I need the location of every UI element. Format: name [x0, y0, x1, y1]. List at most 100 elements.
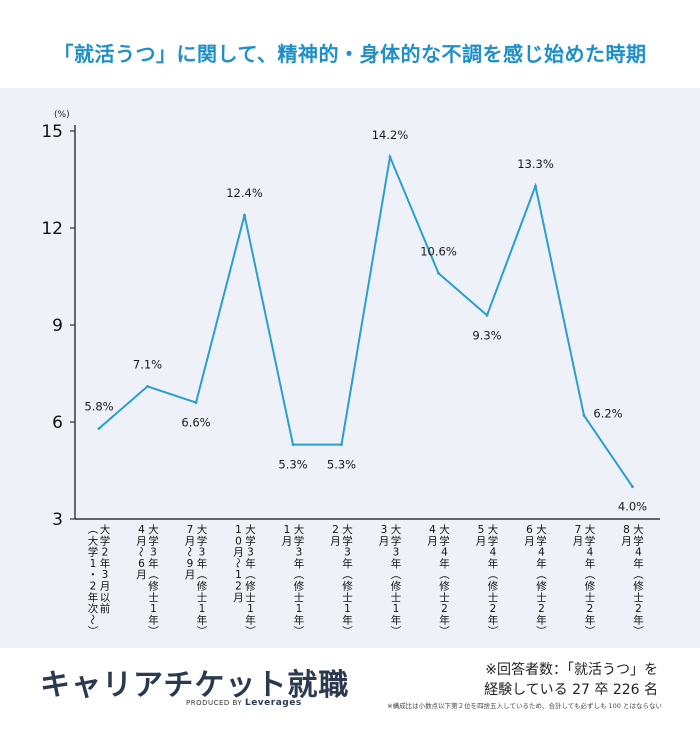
x-tick-label-char: 年 [100, 557, 111, 570]
x-tick-label-char: （ [486, 569, 498, 580]
x-tick-label-char: 士 [342, 591, 353, 604]
x-tick-label-char: ） [86, 625, 98, 636]
data-label: 6.6% [181, 416, 210, 430]
x-tick-label-char: 修 [439, 580, 450, 593]
x-tick-label-char: 月 [282, 535, 293, 547]
x-tick-label-char: 年 [342, 557, 353, 570]
x-tick-label-char: （ [244, 569, 256, 580]
x-tick-label-char: 大 [391, 523, 402, 536]
x-tick-label-char: ） [632, 625, 644, 636]
x-tick-label-char: 月 [185, 535, 196, 547]
x-tick-label-char: 大 [488, 523, 499, 536]
x-tick-label-char: 9 [187, 558, 194, 570]
x-tick-label-char: 年 [633, 613, 644, 626]
x-tick-label-char: （ [438, 569, 450, 580]
x-tick-label-char: 2 [441, 603, 448, 615]
x-tick-label-char: 年 [294, 557, 305, 570]
x-tick-label-char: 士 [633, 591, 644, 604]
produced-by: PRODUCED BY Leverages [186, 698, 302, 708]
x-tick-label-char: （ [292, 569, 304, 580]
x-tick-label-char: （ [535, 569, 547, 580]
x-tick-label-char: 1 [90, 558, 97, 570]
x-tick-label-char: 1 [247, 603, 254, 615]
x-tick-label-char: 3 [199, 547, 206, 559]
rounding-note: ※構成比は小数点以下第２位を四捨五入しているため、合計しても必ずしも 100 と… [387, 702, 662, 710]
x-tick-label-char: 7 [575, 524, 582, 536]
x-tick-label-char: 修 [585, 580, 596, 593]
produced-by-label: PRODUCED BY [186, 699, 243, 707]
x-tick-label-char: 8 [623, 524, 630, 536]
x-tick-label-char: 士 [245, 591, 256, 604]
x-tick-label-char: ） [535, 625, 547, 636]
x-tick-label-char: 年 [148, 613, 159, 626]
data-label: 7.1% [133, 357, 162, 371]
x-tick-label-char: （ [583, 569, 595, 580]
x-tick-label-char: 1 [235, 524, 242, 536]
x-tick-label-char: 月 [573, 535, 584, 547]
x-tick-label-char: 修 [391, 580, 402, 593]
x-tick-label-char: 月 [330, 535, 341, 547]
x-tick-label-char: 大 [439, 523, 450, 536]
x-tick-label-char: 6 [526, 524, 533, 536]
x-tick-label-char: 修 [197, 580, 208, 593]
x-tick-label-char: ） [389, 625, 401, 636]
chart-title: 「就活うつ」に関して、精神的・身体的な不調を感じ始めた時期 [53, 42, 647, 66]
x-tick-label-char: 1 [344, 603, 351, 615]
x-tick-label-char: 月 [621, 535, 632, 547]
x-tick-label-char: 学 [585, 534, 596, 547]
x-tick-label-char: 4 [441, 547, 448, 559]
x-tick-label-char: 月 [476, 535, 487, 547]
x-tick-label-char: 月 [185, 569, 196, 581]
x-tick-label-char: 〜 [135, 546, 147, 557]
x-tick-label-char: 2 [235, 581, 242, 593]
x-tick-label-char: 月 [136, 569, 147, 581]
x-tick-label-char: 〜 [232, 558, 244, 569]
x-tick-label-char: ） [195, 625, 207, 636]
x-tick-label-char: 3 [102, 569, 109, 581]
x-tick-label-char: 2 [538, 603, 545, 615]
x-tick-label-char: 大 [342, 523, 353, 536]
x-tick-label-char: （ [195, 569, 207, 580]
x-tick-label-char: 前 [100, 602, 111, 615]
x-tick-label-char: 〜 [86, 614, 98, 625]
data-point [291, 443, 295, 447]
x-tick-label-char: 大 [633, 523, 644, 536]
x-tick-label-char: 学 [148, 534, 159, 547]
x-tick-label-char: 2 [587, 603, 594, 615]
x-tick-label-char: 修 [536, 580, 547, 593]
data-point [340, 443, 343, 447]
data-label: 5.3% [327, 458, 356, 472]
data-point [194, 401, 198, 404]
x-tick-label-char: 大 [100, 523, 111, 536]
x-tick-label-char: 6 [138, 558, 145, 570]
x-tick-label-char: 次 [88, 602, 99, 615]
x-tick-label-char: 3 [150, 547, 157, 559]
produced-brand: Leverages [244, 698, 302, 708]
x-tick-label-char: 月 [233, 592, 244, 604]
x-tick-label-char: 修 [342, 580, 353, 593]
x-tick-label-char: 士 [197, 591, 208, 604]
data-point [485, 313, 489, 317]
x-tick-label-char: 大 [245, 523, 256, 536]
x-tick-label-char: 年 [197, 613, 208, 626]
x-tick-label-char: 士 [439, 591, 450, 604]
respondent-note: ※回答者数：「就活うつ」を 経験している 27 卒 226 名 [398, 660, 658, 700]
x-tick-label-char: 大 [88, 534, 99, 547]
x-tick-label-char: 大 [148, 523, 159, 536]
x-tick-label-char: 2 [90, 581, 97, 593]
x-tick-label-char: 年 [245, 557, 256, 570]
data-label: 4.0% [618, 500, 647, 514]
x-tick-label-char: 士 [148, 591, 159, 604]
data-label: 12.4% [226, 186, 263, 200]
x-tick-label-char: （ [341, 569, 353, 580]
data-point [388, 155, 392, 159]
y-tick-label: 3 [52, 510, 63, 530]
x-tick-label-char: 4 [138, 524, 145, 536]
data-label: 6.2% [593, 407, 622, 421]
data-point [97, 427, 101, 430]
x-tick-label-char: 年 [294, 613, 305, 626]
x-tick-label-char: （ [389, 569, 401, 580]
x-tick-label-char: ・ [86, 569, 98, 580]
x-tick-label-char: 3 [381, 524, 388, 536]
